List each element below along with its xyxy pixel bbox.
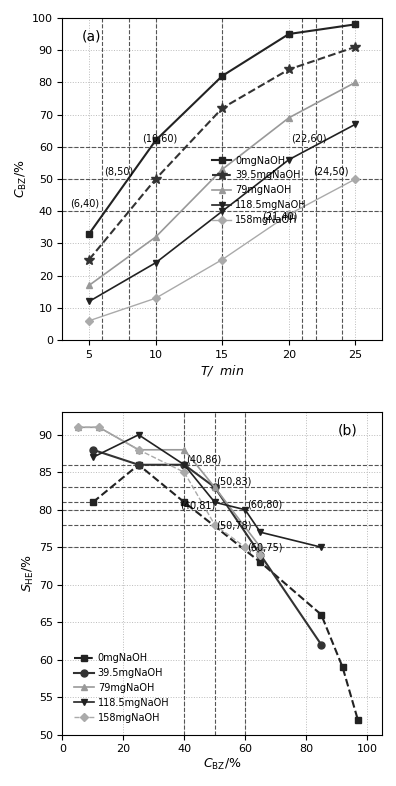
Line: 118.5mgNaOH: 118.5mgNaOH [86,121,359,305]
158mgNaOH [212,520,217,530]
118.5mgNaOH [91,453,95,462]
79mgNaOH [258,542,263,552]
158mgNaOH [353,174,358,184]
Text: (b): (b) [337,424,357,438]
Text: (50,78): (50,78) [216,520,252,531]
118.5mgNaOH [243,505,248,514]
Text: (8,50): (8,50) [104,166,133,176]
39.5mgNaOH [153,174,158,184]
39.5mgNaOH [87,255,91,264]
118.5mgNaOH [287,155,291,164]
Text: (a): (a) [82,29,101,43]
39.5mgNaOH [258,550,263,560]
39.5mgNaOH [319,640,324,649]
Y-axis label: $C_{\rm BZ}$/%: $C_{\rm BZ}$/% [14,160,29,198]
Text: (10,60): (10,60) [143,134,178,144]
Text: (24,50): (24,50) [313,166,348,176]
79mgNaOH [153,233,158,242]
Line: 79mgNaOH: 79mgNaOH [86,79,359,288]
39.5mgNaOH [212,483,217,492]
158mgNaOH [243,542,248,552]
39.5mgNaOH [220,104,225,113]
0mgNaOH [258,557,263,567]
118.5mgNaOH [220,207,225,216]
79mgNaOH [97,423,101,432]
Line: 39.5mgNaOH: 39.5mgNaOH [89,446,325,648]
Text: (6,40): (6,40) [70,198,100,208]
0mgNaOH [87,229,91,238]
Text: (60,80): (60,80) [247,499,282,509]
0mgNaOH [319,610,324,619]
158mgNaOH [258,550,263,560]
79mgNaOH [182,445,187,454]
0mgNaOH [136,460,141,469]
Line: 0mgNaOH: 0mgNaOH [86,21,359,237]
Line: 39.5mgNaOH: 39.5mgNaOH [84,42,360,264]
79mgNaOH [212,483,217,492]
118.5mgNaOH [136,430,141,439]
Line: 0mgNaOH: 0mgNaOH [89,461,361,723]
X-axis label: $T$/  min: $T$/ min [200,362,245,377]
0mgNaOH [340,663,345,672]
0mgNaOH [353,20,358,29]
118.5mgNaOH [258,527,263,537]
158mgNaOH [75,423,80,432]
0mgNaOH [182,498,187,507]
Text: (50,83): (50,83) [216,477,251,487]
79mgNaOH [75,423,80,432]
39.5mgNaOH [353,42,358,52]
Legend: 0mgNaOH, 39.5mgNaOH, 79mgNaOH, 118.5mgNaOH, 158mgNaOH: 0mgNaOH, 39.5mgNaOH, 79mgNaOH, 118.5mgNa… [70,649,173,726]
158mgNaOH [97,423,101,432]
39.5mgNaOH [182,460,187,469]
Line: 158mgNaOH: 158mgNaOH [86,176,358,324]
118.5mgNaOH [319,542,324,552]
Legend: 0mgNaOH, 39.5mgNaOH, 79mgNaOH, 118.5mgNaOH, 158mgNaOH: 0mgNaOH, 39.5mgNaOH, 79mgNaOH, 118.5mgNa… [208,152,311,229]
39.5mgNaOH [91,445,95,454]
0mgNaOH [220,72,225,81]
79mgNaOH [136,445,141,454]
158mgNaOH [220,255,225,264]
Y-axis label: $S_{\rm HE}$/%: $S_{\rm HE}$/% [21,554,36,593]
Text: (40,86): (40,86) [186,454,221,465]
Line: 79mgNaOH: 79mgNaOH [74,424,264,551]
118.5mgNaOH [353,119,358,129]
Text: (21,40): (21,40) [262,211,298,222]
79mgNaOH [287,113,291,123]
Text: (22,60): (22,60) [291,134,327,144]
158mgNaOH [87,316,91,325]
Line: 158mgNaOH: 158mgNaOH [75,424,263,557]
158mgNaOH [136,445,141,454]
0mgNaOH [287,29,291,39]
79mgNaOH [353,78,358,87]
79mgNaOH [87,281,91,290]
Text: (40,81): (40,81) [180,500,215,510]
39.5mgNaOH [287,64,291,74]
158mgNaOH [182,468,187,477]
0mgNaOH [355,714,360,724]
118.5mgNaOH [212,498,217,507]
Text: (60,75): (60,75) [247,543,282,553]
118.5mgNaOH [153,258,158,267]
158mgNaOH [287,210,291,219]
Line: 118.5mgNaOH: 118.5mgNaOH [89,432,325,551]
39.5mgNaOH [136,460,141,469]
0mgNaOH [153,136,158,145]
0mgNaOH [91,498,95,507]
X-axis label: $C_{\rm BZ}$/%: $C_{\rm BZ}$/% [203,757,242,772]
158mgNaOH [153,293,158,303]
79mgNaOH [220,164,225,174]
118.5mgNaOH [182,460,187,469]
118.5mgNaOH [87,296,91,306]
